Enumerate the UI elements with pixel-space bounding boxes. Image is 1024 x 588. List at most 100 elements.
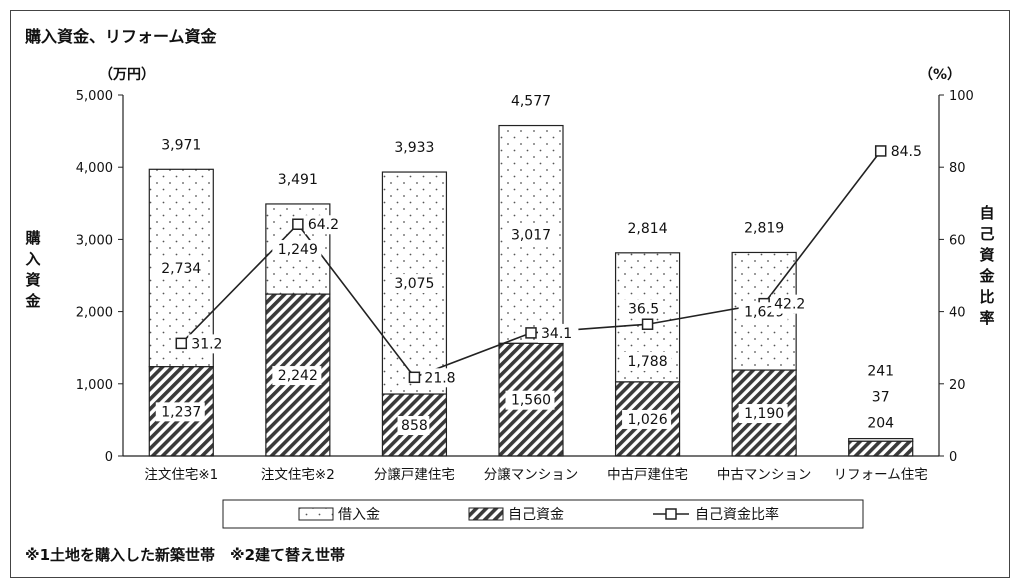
borrowed-value-label-bg: [272, 240, 322, 260]
ratio-value-label: 84.5: [891, 144, 922, 160]
total-value-label-bg: [622, 218, 672, 238]
legend-label-borrowed: 借入金: [338, 507, 380, 523]
axis-label-char: 金: [24, 292, 41, 310]
axis-label-char: 率: [979, 309, 994, 327]
total-value-label: 2,819: [744, 220, 784, 236]
right-tick-label: 20: [949, 378, 966, 393]
ratio-marker: [175, 337, 188, 350]
ratio-value-label: 42.2: [774, 297, 805, 313]
total-value-label: 3,971: [161, 137, 201, 153]
own-value-label-bg: [155, 402, 205, 422]
ratio-marker: [641, 318, 654, 330]
borrowed-value-label: 3,075: [394, 276, 434, 292]
category-label: 分譲マンション: [484, 467, 579, 483]
axis-label-char: 入: [25, 250, 40, 268]
ratio-marker: [292, 218, 304, 230]
own-value-label-bg: [738, 404, 788, 424]
legend-swatch-own: [468, 507, 504, 521]
own-value-label: 1,190: [744, 406, 784, 422]
category-label: 分譲戸建住宅: [374, 467, 455, 483]
right-axis-unit: （%）: [919, 67, 961, 83]
axis-label-char: 資: [25, 271, 40, 289]
axis-label-char: 己: [979, 225, 994, 243]
right-axis-ticks: 0 20 40 60 80 100: [939, 89, 974, 465]
total-value-label-bg: [863, 361, 896, 381]
ratio-value-label: 34.1: [541, 326, 572, 342]
axis-label-char: 自: [979, 204, 994, 222]
own-value-label: 2,242: [278, 368, 318, 384]
ratio-value-label-bg: [304, 215, 346, 235]
axis-label-char: 金: [978, 267, 995, 285]
legend-label-ratio: 自己資金比率: [695, 506, 779, 523]
total-value-label-bg: [505, 91, 555, 111]
left-tick-label: 5,000: [76, 89, 113, 104]
ratio-value-label: 31.2: [191, 336, 222, 352]
legend-swatch-borrowed: [298, 507, 334, 521]
ratio-value-label-bg: [887, 141, 929, 161]
category-label: 注文住宅※1: [144, 467, 218, 483]
left-axis-ticks: 0 1,000 2,000 3,000 4,000 5,000: [76, 89, 123, 465]
total-value-label: 241: [867, 363, 894, 379]
axis-label-char: 資: [979, 246, 994, 264]
total-value-label: 4,577: [511, 94, 551, 110]
right-tick-label: 0: [949, 450, 957, 465]
total-value-label: 3,933: [394, 140, 434, 156]
total-value-label: 2,814: [628, 221, 668, 237]
borrowed-value-label-bg: [388, 274, 438, 294]
ratio-value-label: 21.8: [424, 370, 455, 386]
own-value-label: 204: [867, 415, 894, 431]
left-tick-label: 3,000: [76, 233, 113, 248]
legend-label-own: 自己資金: [508, 507, 564, 523]
legend-swatch-ratio-marker: [665, 508, 677, 520]
chart-svg: 購入資金、リフォーム資金 （万円） （%） 0 1,000 2,000 3,000 4,…: [24, 27, 995, 564]
category-label: 中古マンション: [717, 467, 812, 483]
ratio-line-group: 1,237 2,734 3,971 2,242 1,249 3,491 858 3,075 3,…: [155, 91, 929, 436]
left-axis-unit: （万円）: [99, 67, 155, 83]
borrowed-value-label-bg: [868, 387, 892, 407]
right-tick-label: 80: [949, 161, 966, 176]
category-label: 注文住宅※2: [261, 467, 335, 483]
borrowed-value-label: 1,249: [278, 242, 318, 258]
left-tick-label: 2,000: [76, 306, 113, 321]
borrowed-value-label: 37: [872, 389, 890, 405]
borrowed-value-label-bg: [505, 225, 555, 245]
category-label: リフォーム住宅: [834, 467, 928, 483]
own-value-label-bg: [863, 413, 896, 433]
right-tick-label: 100: [949, 89, 974, 104]
bar-own: [848, 440, 914, 457]
ratio-value-label-bg: [771, 294, 812, 314]
ratio-value-label-bg: [538, 323, 579, 343]
ratio-marker: [874, 145, 887, 157]
total-value-label-bg: [155, 135, 205, 155]
left-axis-label: 購入資金: [24, 229, 41, 310]
axis-label-char: 比: [979, 288, 994, 306]
borrowed-value-label: 3,017: [511, 227, 551, 243]
ratio-value-label: 64.2: [308, 217, 339, 233]
left-tick-label: 1,000: [76, 378, 113, 393]
borrowed-value-label-bg: [155, 258, 205, 278]
category-labels: 注文住宅※1 注文住宅※2 分譲戸建住宅 分譲マンション 中古戸建住宅 中古マンション リフ…: [144, 467, 927, 483]
left-tick-label: 4,000: [76, 161, 113, 176]
total-value-label-bg: [388, 138, 438, 158]
footnote: ※1土地を購入した新築世帯 ※2建て替え世帯: [25, 546, 345, 564]
right-tick-label: 40: [949, 306, 966, 321]
own-value-label: 1,026: [628, 412, 668, 428]
total-value-label-bg: [738, 218, 788, 238]
axis-label-char: 購: [24, 229, 40, 247]
borrowed-value-label: 2,734: [161, 261, 201, 277]
legend: 借入金 自己資金 自己資金比率: [222, 499, 864, 529]
left-tick-label: 0: [105, 450, 113, 465]
ratio-value-label-bg: [421, 368, 462, 388]
own-value-label: 858: [401, 418, 428, 434]
right-tick-label: 60: [949, 233, 966, 248]
ratio-value-label-bg: [622, 299, 663, 319]
ratio-value-label-bg: [188, 334, 229, 354]
right-axis-label: 自己資金比率: [978, 204, 995, 327]
chart-title: 購入資金、リフォーム資金: [24, 27, 218, 46]
own-value-label: 1,237: [161, 404, 201, 420]
own-value-label-bg: [505, 390, 555, 410]
ratio-value-label: 36.5: [628, 301, 659, 317]
own-value-label: 1,560: [511, 393, 551, 409]
borrowed-value-label-bg: [622, 351, 672, 371]
ratio-marker: [408, 371, 421, 384]
